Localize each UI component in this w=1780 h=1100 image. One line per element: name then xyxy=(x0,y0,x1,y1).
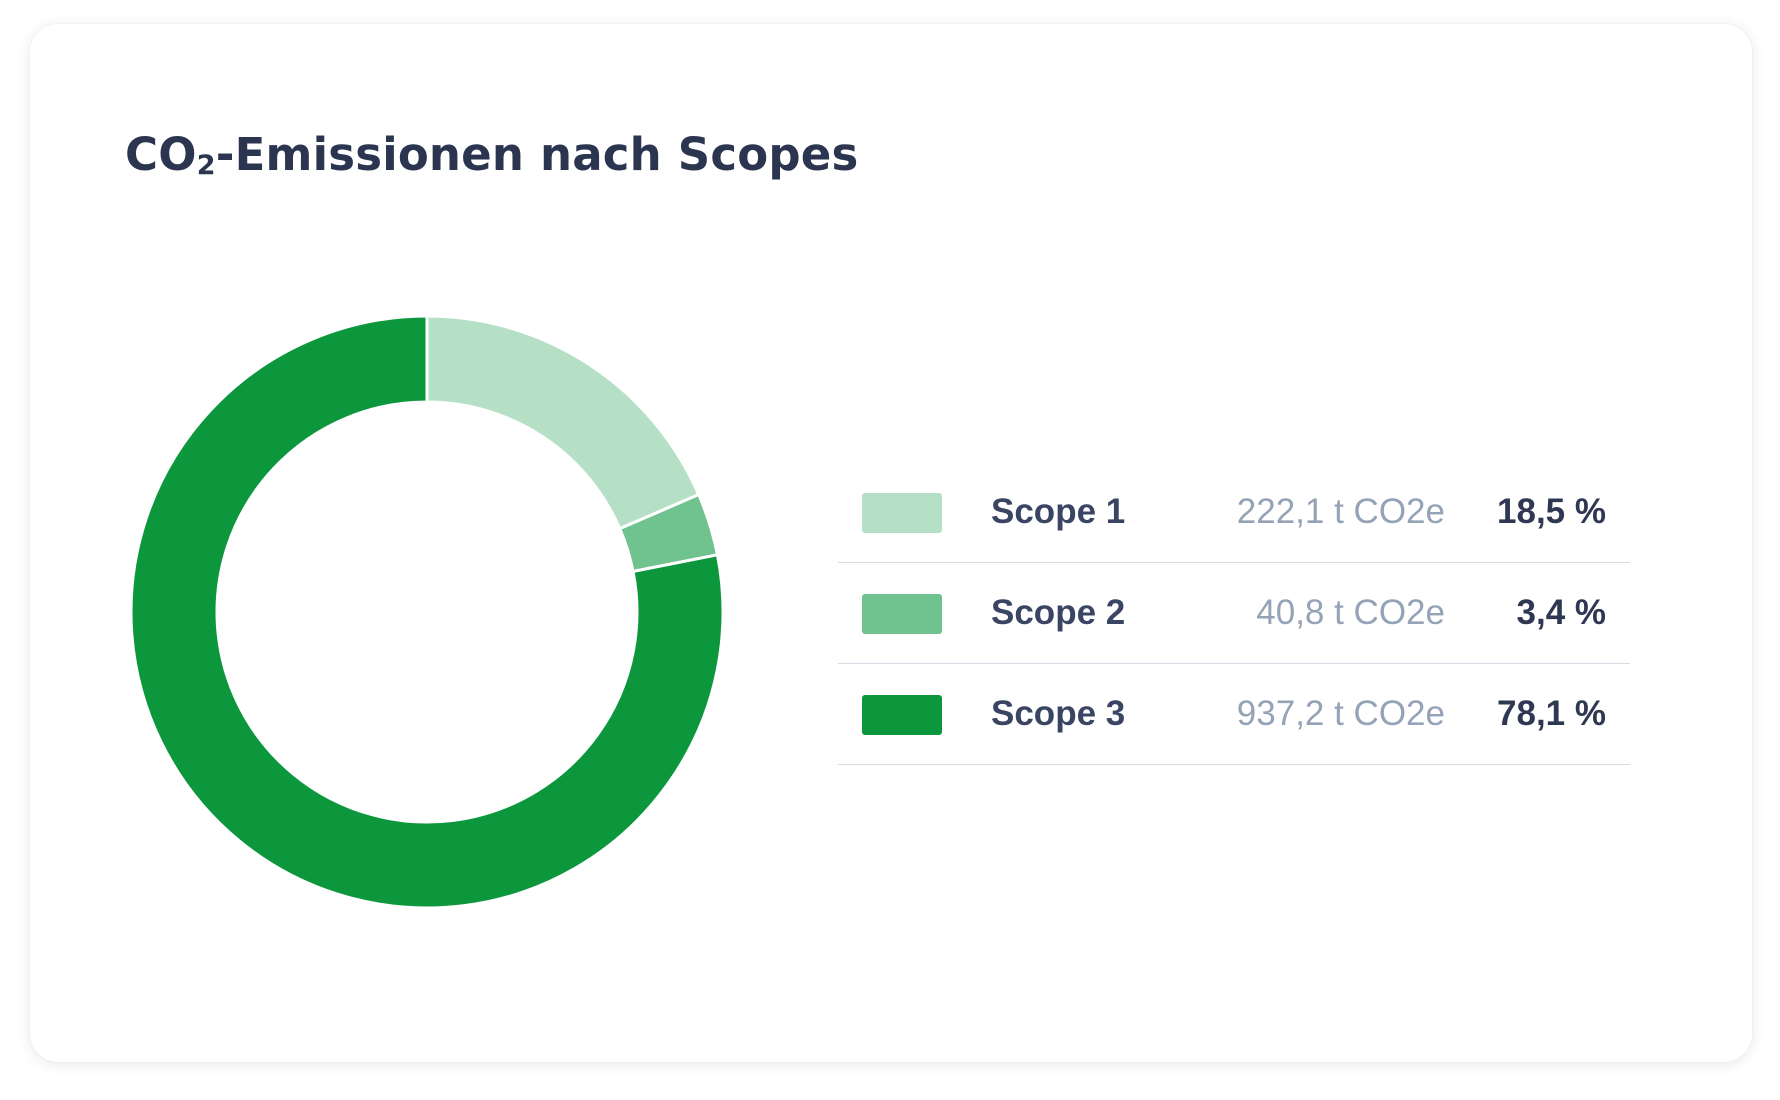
chart-title-subscript: 2 xyxy=(196,150,216,182)
legend-swatch-scope-1 xyxy=(862,493,942,533)
chart-card: CO2-Emissionen nach Scopes Scope 1 222,1… xyxy=(30,24,1752,1062)
legend-percent: 3,4 % xyxy=(1516,593,1607,632)
legend-label: Scope 1 xyxy=(991,492,1126,531)
legend-row-scope-2: Scope 2 40,8 t CO2e 3,4 % xyxy=(838,563,1630,664)
legend-percent: 78,1 % xyxy=(1497,694,1606,733)
legend-swatch-scope-2 xyxy=(862,594,942,634)
legend-swatch-scope-3 xyxy=(862,695,942,735)
legend-row-scope-1: Scope 1 222,1 t CO2e 18,5 % xyxy=(838,462,1630,563)
donut-chart xyxy=(129,314,725,910)
legend-amount: 40,8 t CO2e xyxy=(1256,593,1445,632)
chart-title-rest: -Emissionen nach Scopes xyxy=(215,128,859,181)
chart-title-co: CO xyxy=(125,128,197,181)
chart-legend: Scope 1 222,1 t CO2e 18,5 % Scope 2 40,8… xyxy=(838,462,1630,765)
legend-label: Scope 2 xyxy=(991,593,1126,632)
legend-amount: 937,2 t CO2e xyxy=(1236,694,1445,733)
legend-percent: 18,5 % xyxy=(1497,492,1606,531)
legend-row-scope-3: Scope 3 937,2 t CO2e 78,1 % xyxy=(838,664,1630,765)
donut-slice-scope-1 xyxy=(425,314,701,531)
donut-slice-scope-3 xyxy=(129,314,725,910)
legend-amount: 222,1 t CO2e xyxy=(1236,492,1445,531)
legend-label: Scope 3 xyxy=(991,694,1126,733)
chart-title: CO2-Emissionen nach Scopes xyxy=(125,128,858,181)
donut-slices xyxy=(129,314,725,910)
